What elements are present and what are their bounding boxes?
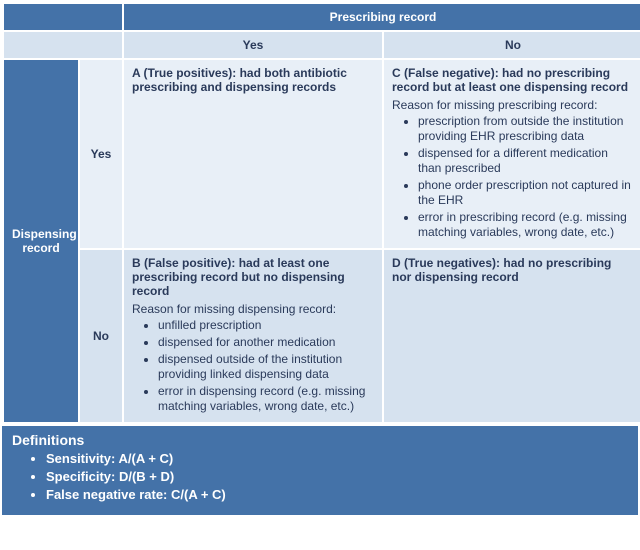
definition-item: Specificity: D/(B + D) xyxy=(46,468,628,486)
list-item: unfilled prescription xyxy=(158,318,374,333)
list-item: dispensed for a different medication tha… xyxy=(418,146,634,176)
top-header: Prescribing record xyxy=(123,3,640,31)
list-item: error in prescribing record (e.g. missin… xyxy=(418,210,634,240)
row-header-no: No xyxy=(79,249,123,423)
cell-A: A (True positives): had both antibiotic … xyxy=(123,59,383,249)
cell-B-reason-title: Reason for missing dispensing record: xyxy=(132,302,374,316)
definitions-list: Sensitivity: A/(A + C) Specificity: D/(B… xyxy=(12,450,628,505)
col-header-yes: Yes xyxy=(123,31,383,59)
cell-B-lead: B (False positive): had at least one pre… xyxy=(132,256,345,298)
cell-B: B (False positive): had at least one pre… xyxy=(123,249,383,423)
list-item: prescription from outside the institutio… xyxy=(418,114,634,144)
definition-item: False negative rate: C/(A + C) xyxy=(46,486,628,504)
cell-D: D (True negatives): had no prescribing n… xyxy=(383,249,640,423)
list-item: error in dispensing record (e.g. missing… xyxy=(158,384,374,414)
list-item: dispensed outside of the institution pro… xyxy=(158,352,374,382)
cell-C-lead: C (False negative): had no prescribing r… xyxy=(392,66,628,94)
side-header: Dispensing record xyxy=(3,59,79,423)
definition-item: Sensitivity: A/(A + C) xyxy=(46,450,628,468)
corner-sub-blank xyxy=(3,31,123,59)
definitions-title: Definitions xyxy=(12,432,628,448)
col-header-no: No xyxy=(383,31,640,59)
confusion-matrix-figure: Prescribing record Yes No Dispensing rec… xyxy=(0,0,640,517)
cell-B-reasons: unfilled prescription dispensed for anot… xyxy=(132,318,374,414)
row-header-yes: Yes xyxy=(79,59,123,249)
matrix-table: Prescribing record Yes No Dispensing rec… xyxy=(2,2,640,424)
cell-C-reasons: prescription from outside the institutio… xyxy=(392,114,634,240)
corner-blank xyxy=(3,3,123,31)
cell-C: C (False negative): had no prescribing r… xyxy=(383,59,640,249)
definitions-panel: Definitions Sensitivity: A/(A + C) Speci… xyxy=(2,424,638,515)
list-item: phone order prescription not captured in… xyxy=(418,178,634,208)
list-item: dispensed for another medication xyxy=(158,335,374,350)
cell-C-reason-title: Reason for missing prescribing record: xyxy=(392,98,634,112)
cell-D-lead: D (True negatives): had no prescribing n… xyxy=(392,256,611,284)
cell-A-lead: A (True positives): had both antibiotic … xyxy=(132,66,347,94)
